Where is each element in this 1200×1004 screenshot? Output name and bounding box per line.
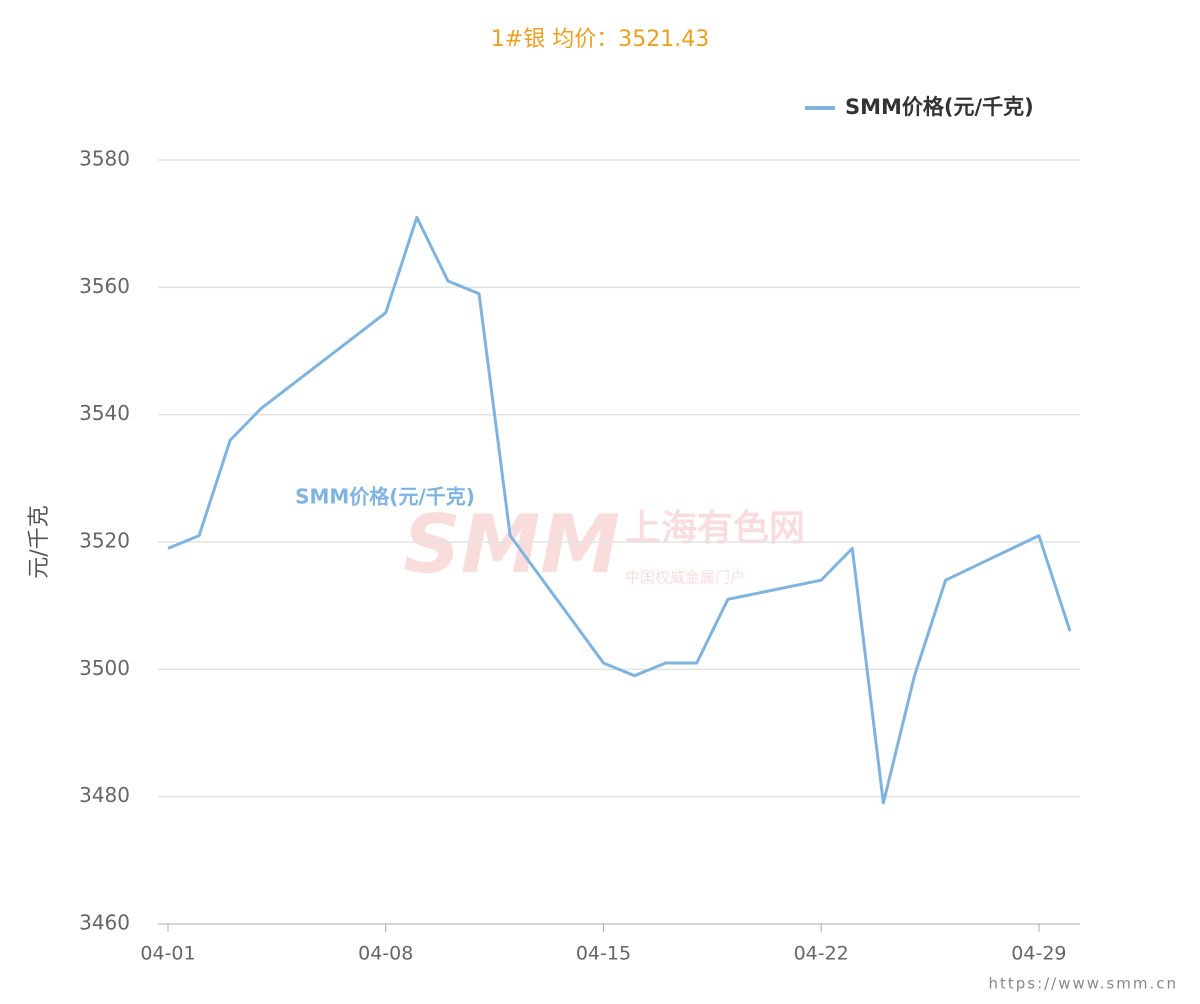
- series-label: SMM价格(元/千克): [295, 485, 475, 509]
- watermark-slogan: 中国权威金属门户: [625, 569, 745, 587]
- x-tick-label: 04-29: [1011, 943, 1066, 965]
- chart-title: 1#银 均价：3521.43: [491, 27, 709, 52]
- y-tick-label: 3560: [79, 274, 130, 298]
- y-tick-label: 3580: [79, 147, 130, 171]
- y-tick-label: 3480: [79, 783, 130, 807]
- y-tick-label: 3500: [79, 656, 130, 680]
- x-tick-label: 04-08: [358, 943, 413, 965]
- watermark-name: 上海有色网: [625, 508, 805, 549]
- x-tick-label: 04-15: [576, 943, 631, 965]
- y-tick-label: 3520: [79, 529, 130, 553]
- y-axis-label: 元/千克: [27, 505, 52, 578]
- y-tick-label: 3540: [79, 401, 130, 425]
- legend-label: SMM价格(元/千克): [845, 95, 1034, 119]
- watermark-logo: SMM: [403, 498, 620, 591]
- y-tick-label: 3460: [79, 911, 130, 935]
- series-line: [167, 215, 1072, 805]
- x-tick-label: 04-01: [140, 943, 195, 965]
- x-tick-label: 04-22: [794, 943, 849, 965]
- footer: https://www.smm.cn: [988, 975, 1178, 993]
